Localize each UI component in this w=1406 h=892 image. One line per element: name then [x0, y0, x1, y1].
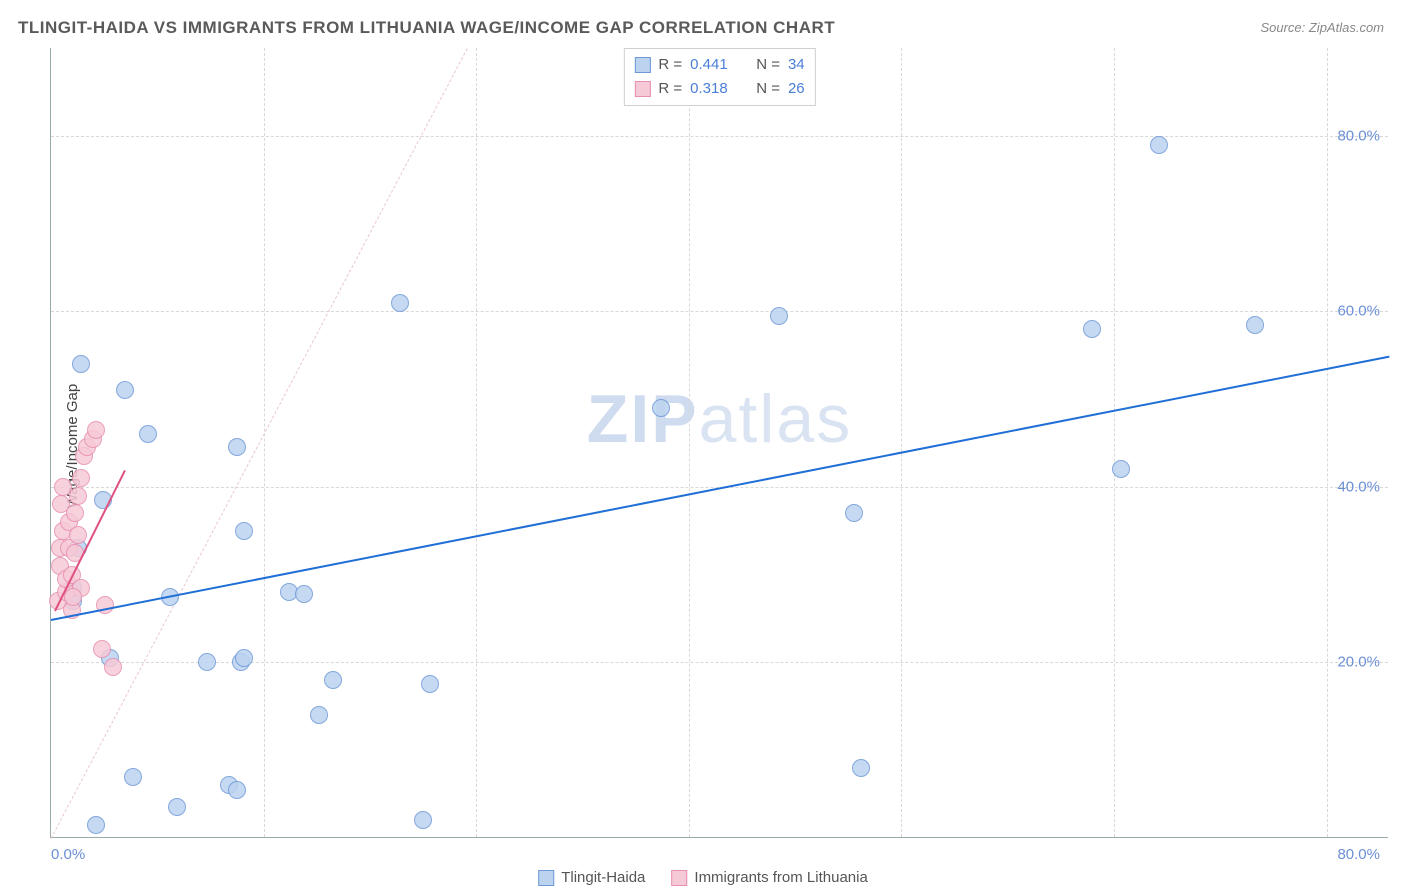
x-tick-label: 0.0%	[51, 846, 85, 863]
trend-line	[51, 355, 1389, 620]
scatter-point	[324, 671, 342, 689]
scatter-point	[845, 504, 863, 522]
y-tick-label: 20.0%	[1337, 654, 1380, 671]
gridline-vertical	[689, 48, 690, 837]
scatter-point	[64, 588, 82, 606]
stats-row: R = 0.441 N = 34	[634, 53, 804, 77]
source-attribution: Source: ZipAtlas.com	[1260, 20, 1384, 35]
scatter-point	[1112, 460, 1130, 478]
scatter-point	[93, 640, 111, 658]
scatter-point	[72, 469, 90, 487]
scatter-point	[139, 425, 157, 443]
guide-line	[51, 48, 468, 838]
scatter-point	[69, 487, 87, 505]
scatter-point	[66, 504, 84, 522]
legend-item: Tlingit-Haida	[538, 869, 645, 886]
scatter-point	[235, 649, 253, 667]
scatter-point	[104, 658, 122, 676]
scatter-point	[1246, 316, 1264, 334]
gridline-vertical	[264, 48, 265, 837]
scatter-point	[295, 585, 313, 603]
stats-box: R = 0.441 N = 34R = 0.318 N = 26	[623, 48, 815, 106]
gridline-vertical	[1327, 48, 1328, 837]
scatter-point	[87, 421, 105, 439]
legend-swatch	[538, 870, 554, 886]
scatter-point	[391, 294, 409, 312]
scatter-point	[69, 526, 87, 544]
scatter-point	[168, 798, 186, 816]
plot-area: ZIPatlas 20.0%40.0%60.0%80.0%0.0%80.0%R …	[50, 48, 1388, 838]
scatter-point	[228, 781, 246, 799]
bottom-legend: Tlingit-Haida Immigrants from Lithuania	[538, 869, 868, 886]
legend-label: Immigrants from Lithuania	[694, 869, 867, 886]
scatter-point	[72, 355, 90, 373]
scatter-point	[1083, 320, 1101, 338]
gridline-vertical	[1114, 48, 1115, 837]
gridline-horizontal	[51, 311, 1388, 312]
scatter-point	[235, 522, 253, 540]
legend-swatch	[634, 81, 650, 97]
scatter-point	[198, 653, 216, 671]
watermark: ZIPatlas	[587, 380, 852, 458]
scatter-point	[116, 381, 134, 399]
scatter-point	[124, 768, 142, 786]
stats-row: R = 0.318 N = 26	[634, 77, 804, 101]
scatter-point	[1150, 136, 1168, 154]
scatter-point	[310, 706, 328, 724]
legend-swatch	[671, 870, 687, 886]
scatter-point	[770, 307, 788, 325]
x-tick-label: 80.0%	[1337, 846, 1380, 863]
scatter-point	[852, 759, 870, 777]
scatter-point	[421, 675, 439, 693]
y-tick-label: 60.0%	[1337, 303, 1380, 320]
y-tick-label: 80.0%	[1337, 127, 1380, 144]
legend-item: Immigrants from Lithuania	[671, 869, 867, 886]
scatter-point	[87, 816, 105, 834]
scatter-point	[228, 438, 246, 456]
chart-container: TLINGIT-HAIDA VS IMMIGRANTS FROM LITHUAN…	[0, 0, 1406, 892]
gridline-horizontal	[51, 136, 1388, 137]
scatter-point	[652, 399, 670, 417]
legend-swatch	[634, 57, 650, 73]
y-tick-label: 40.0%	[1337, 478, 1380, 495]
gridline-vertical	[476, 48, 477, 837]
gridline-vertical	[901, 48, 902, 837]
chart-title: TLINGIT-HAIDA VS IMMIGRANTS FROM LITHUAN…	[18, 18, 835, 38]
legend-label: Tlingit-Haida	[561, 869, 645, 886]
scatter-point	[414, 811, 432, 829]
